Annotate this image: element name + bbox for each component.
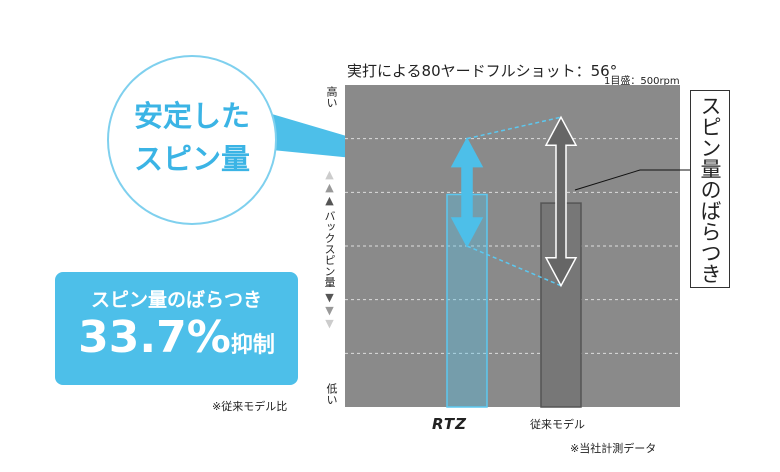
summary-suffix: 抑制 [230, 333, 275, 358]
y-axis-title: バックスピン量 [323, 210, 336, 288]
x-label-conventional: 従来モデル [530, 418, 585, 431]
callout-circle-text: 安定した スピン量 [133, 99, 250, 176]
summary-box: スピン量のばらつき 33.7%抑制 [55, 272, 298, 385]
x-label-rtz: RTZ [432, 415, 467, 433]
source-note: ※当社計測データ [570, 442, 657, 455]
rtz-range-arrow [450, 137, 484, 248]
range-connector-bottom [466, 245, 562, 287]
chart-title: 実打による80ヤードフルショット：56° [347, 62, 618, 80]
y-axis-label: ▲▲▲ バックスピン量 ▼▼▼ [323, 168, 336, 330]
callout-leader-line [574, 169, 690, 191]
scale-note: 1目盛：500rpm [604, 76, 680, 87]
summary-label: スピン量のばらつき [90, 289, 262, 311]
y-label-low: 低い [325, 383, 338, 405]
y-label-high: 高い [325, 86, 338, 108]
summary-number: 33.7 [78, 312, 187, 363]
range-connector-top [466, 116, 562, 140]
variation-callout: スピン量のばらつき [690, 90, 730, 288]
summary-value: 33.7%抑制 [55, 312, 298, 363]
conventional-range-arrow [544, 115, 578, 288]
callout-circle [107, 55, 277, 225]
comparison-note: ※従来モデル比 [212, 400, 288, 413]
summary-unit: % [186, 312, 231, 363]
